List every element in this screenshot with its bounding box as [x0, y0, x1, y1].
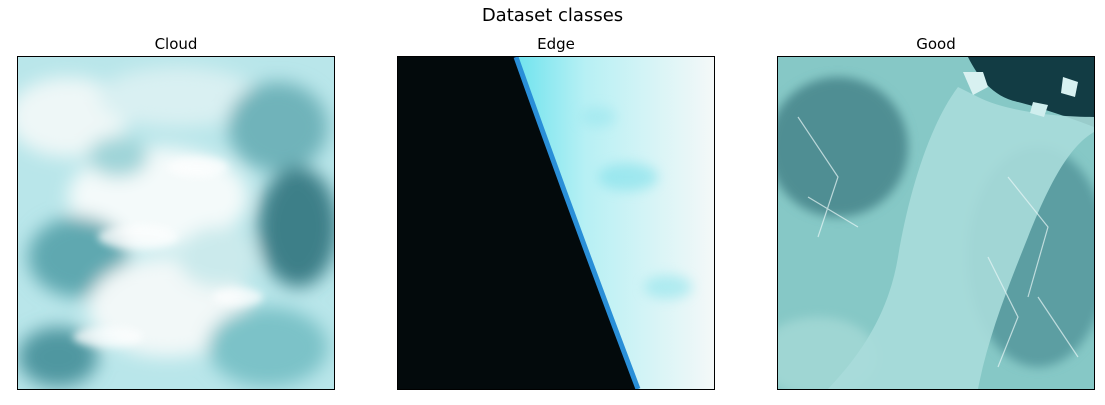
- panel-edge: Edge: [397, 34, 715, 390]
- panel-cloud: Cloud: [17, 34, 335, 390]
- edge-image: [397, 56, 715, 390]
- panel-title-edge: Edge: [537, 35, 575, 53]
- panel-good: Good: [777, 34, 1095, 390]
- cloud-image: [17, 56, 335, 390]
- panel-title-good: Good: [916, 35, 956, 53]
- panel-title-cloud: Cloud: [154, 35, 198, 53]
- figure-title: Dataset classes: [481, 5, 624, 26]
- good-image: [777, 56, 1095, 390]
